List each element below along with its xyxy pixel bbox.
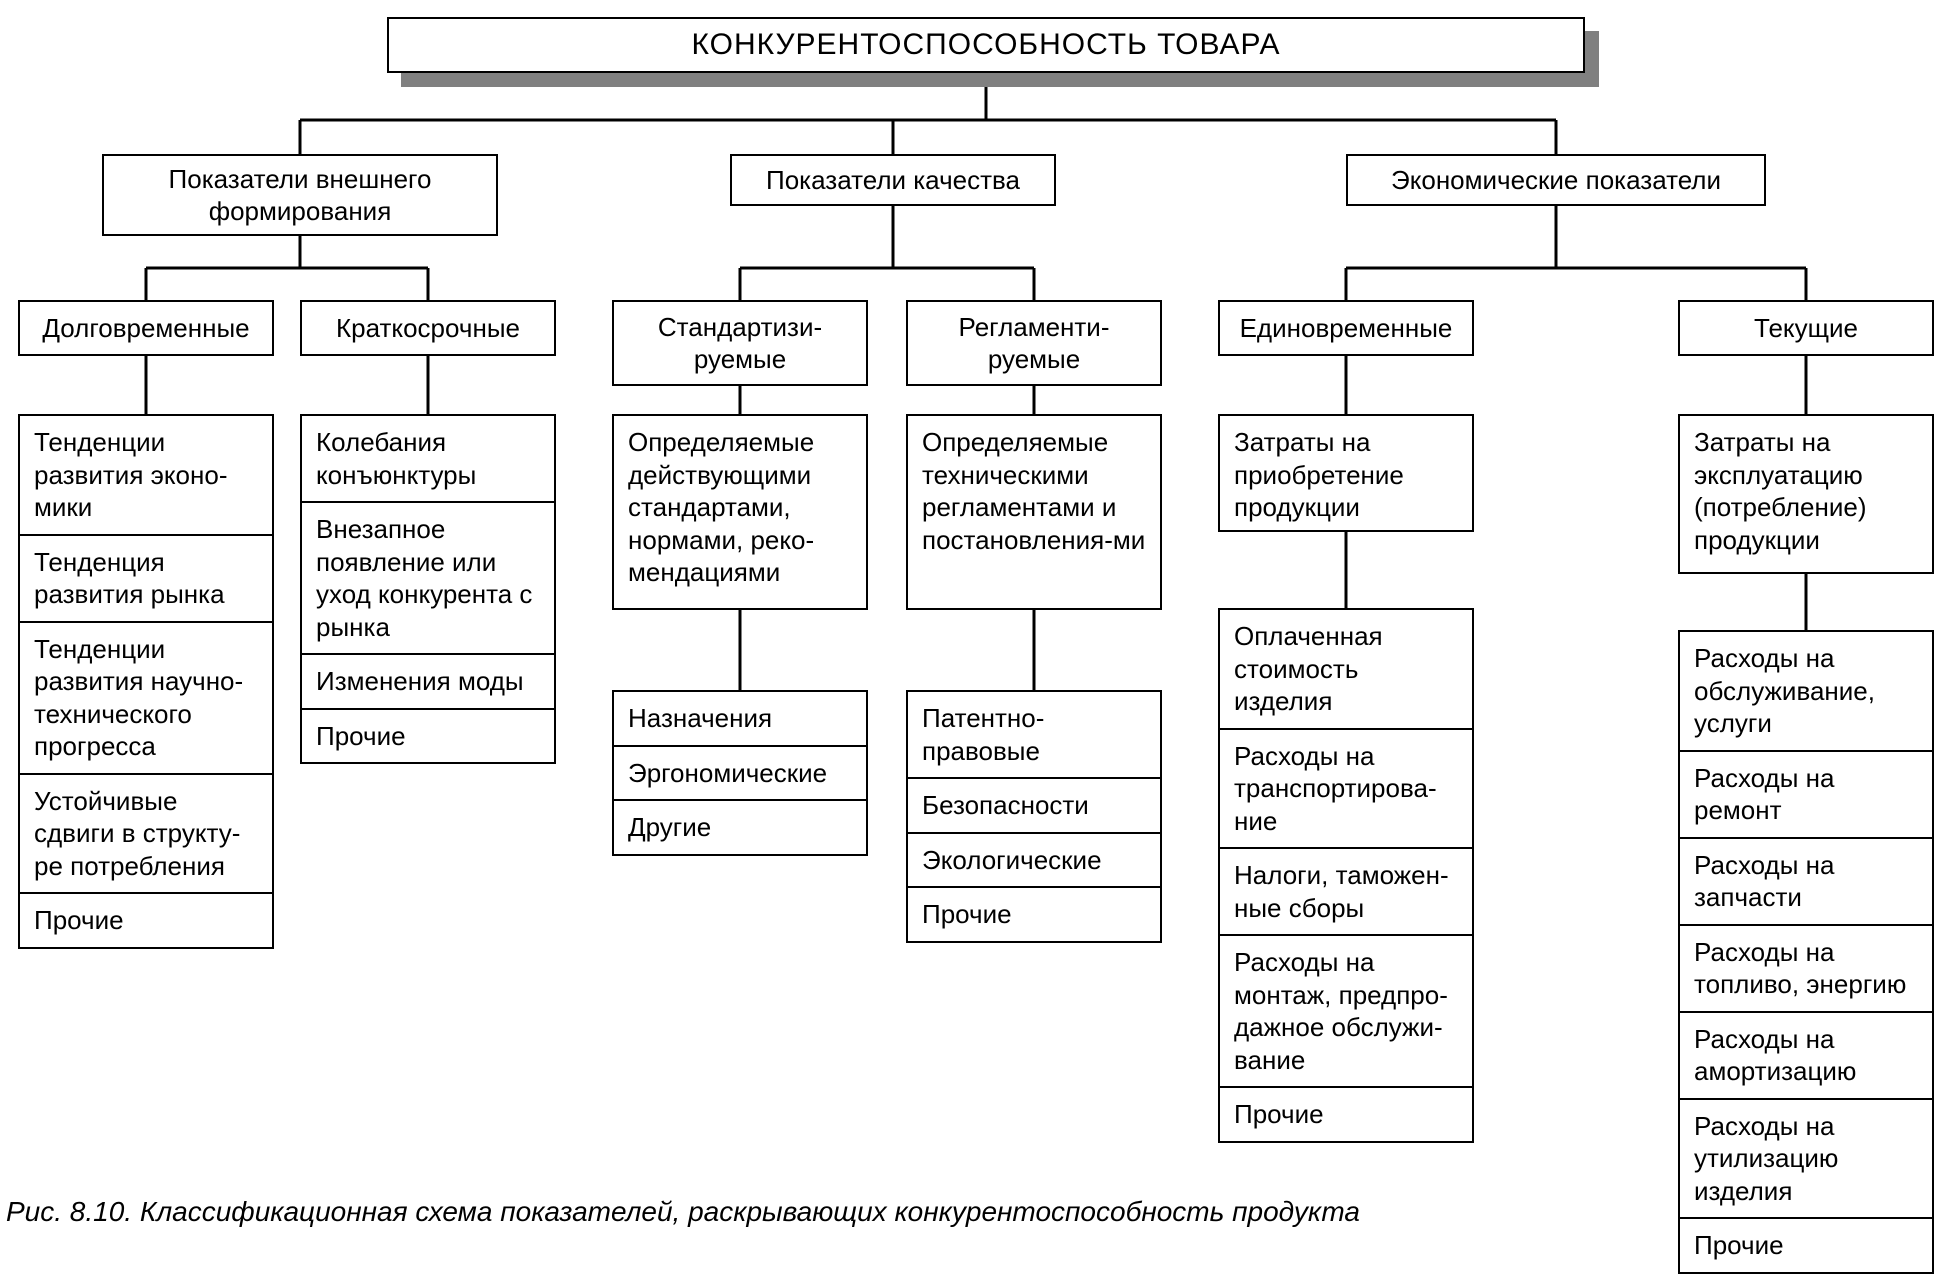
level1-c: Экономические показатели — [1346, 154, 1766, 206]
list-c1: Оплаченная стоимость изделияРасходы на т… — [1218, 608, 1474, 1143]
level1-a: Показатели внешнего формирования — [102, 154, 498, 236]
list-item: Изменения моды — [302, 655, 554, 710]
caption-text: Рис. 8.10. Классификационная схема показ… — [6, 1196, 1360, 1227]
list-item: Расходы на транспортирова-ние — [1220, 730, 1472, 850]
level1-b: Показатели качества — [730, 154, 1056, 206]
list-item: Прочие — [1680, 1219, 1932, 1272]
level2-a1: Долговременные — [18, 300, 274, 356]
list-item: Прочие — [908, 888, 1160, 941]
level3-c1-desc: Затраты на приобретение продукции — [1218, 414, 1474, 532]
list-item: Устойчивые сдвиги в структу-ре потреблен… — [20, 775, 272, 895]
root-title: КОНКУРЕНТОСПОСОБНОСТЬ ТОВАРА — [692, 26, 1281, 64]
level3-b1-desc-text: Определяемые действующими стандартами, н… — [628, 426, 852, 589]
list-item: Расходы на утилизацию изделия — [1680, 1100, 1932, 1220]
level3-b2-desc: Определяемые техническими регламентами и… — [906, 414, 1162, 610]
list-item: Расходы на монтаж, предпро-дажное обслуж… — [1220, 936, 1472, 1088]
list-item: Экологические — [908, 834, 1160, 889]
list-b1: НазначенияЭргономическиеДругие — [612, 690, 868, 856]
list-item: Патентно-правовые — [908, 692, 1160, 779]
list-c2: Расходы на обслуживание, услугиРасходы н… — [1678, 630, 1934, 1274]
level2-a2: Краткосрочные — [300, 300, 556, 356]
level3-c2-desc: Затраты на эксплуатацию (потребление) пр… — [1678, 414, 1934, 574]
list-item: Другие — [614, 801, 866, 854]
list-item: Тенденции развития эконо-мики — [20, 416, 272, 536]
level1-b-label: Показатели качества — [766, 164, 1020, 197]
level2-c2-label: Текущие — [1754, 312, 1858, 345]
list-a1: Тенденции развития эконо-микиТенденция р… — [18, 414, 274, 949]
list-item: Оплаченная стоимость изделия — [1220, 610, 1472, 730]
list-item: Прочие — [302, 710, 554, 763]
level2-b1-label: Стандартизи- руемые — [658, 311, 822, 376]
list-item: Расходы на амортизацию — [1680, 1013, 1932, 1100]
list-item: Назначения — [614, 692, 866, 747]
list-item: Расходы на топливо, энергию — [1680, 926, 1932, 1013]
list-item: Колебания конъюнктуры — [302, 416, 554, 503]
level2-a2-label: Краткосрочные — [336, 312, 520, 345]
level3-c2-desc-text: Затраты на эксплуатацию (потребление) пр… — [1694, 426, 1918, 556]
level2-c1: Единовременные — [1218, 300, 1474, 356]
level2-c1-label: Единовременные — [1240, 312, 1453, 345]
level2-a1-label: Долговременные — [42, 312, 249, 345]
figure-caption: Рис. 8.10. Классификационная схема показ… — [6, 1196, 1360, 1228]
list-item: Прочие — [1220, 1088, 1472, 1141]
list-item: Тенденция развития рынка — [20, 536, 272, 623]
level2-b2-label: Регламенти- руемые — [959, 311, 1110, 376]
root-box: КОНКУРЕНТОСПОСОБНОСТЬ ТОВАРА — [387, 17, 1585, 73]
list-item: Налоги, таможен-ные сборы — [1220, 849, 1472, 936]
list-item: Внезапное появление или уход конкурента … — [302, 503, 554, 655]
list-item: Эргономические — [614, 747, 866, 802]
level2-b1: Стандартизи- руемые — [612, 300, 868, 386]
list-item: Расходы на запчасти — [1680, 839, 1932, 926]
list-item: Безопасности — [908, 779, 1160, 834]
level2-b2: Регламенти- руемые — [906, 300, 1162, 386]
list-a2: Колебания конъюнктурыВнезапное появление… — [300, 414, 556, 764]
level3-c1-desc-text: Затраты на приобретение продукции — [1234, 426, 1458, 524]
diagram-canvas: КОНКУРЕНТОСПОСОБНОСТЬ ТОВАРА Показатели … — [0, 0, 1952, 1242]
level1-c-label: Экономические показатели — [1391, 164, 1721, 197]
level3-b1-desc: Определяемые действующими стандартами, н… — [612, 414, 868, 610]
list-item: Расходы на обслуживание, услуги — [1680, 632, 1932, 752]
list-b2: Патентно-правовыеБезопасностиЭкологическ… — [906, 690, 1162, 943]
level3-b2-desc-text: Определяемые техническими регламентами и… — [922, 426, 1146, 556]
level1-a-label: Показатели внешнего формирования — [114, 163, 486, 228]
level2-c2: Текущие — [1678, 300, 1934, 356]
list-item: Прочие — [20, 894, 272, 947]
list-item: Расходы на ремонт — [1680, 752, 1932, 839]
list-item: Тенденции развития научно-технического п… — [20, 623, 272, 775]
